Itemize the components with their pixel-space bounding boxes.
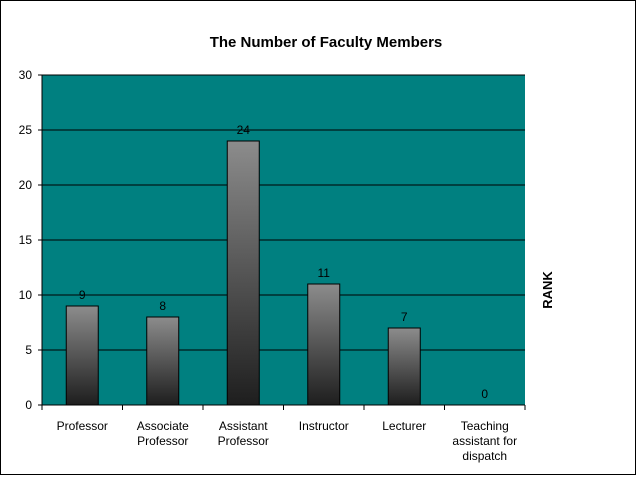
y-tick-label: 20: [19, 178, 33, 192]
y-tick-label: 30: [19, 68, 33, 82]
bar: [387, 327, 421, 406]
category-label: Teaching assistant for dispatch: [452, 419, 517, 463]
category-label: Lecturer: [382, 419, 426, 433]
category-label: Assistant Professor: [218, 419, 269, 448]
chart-title: The Number of Faculty Members: [210, 34, 443, 51]
y-tick-label: 0: [25, 398, 32, 412]
data-label: 8: [159, 299, 166, 313]
y-tick-label: 10: [19, 288, 33, 302]
bar: [146, 316, 180, 406]
data-label: 7: [401, 310, 408, 324]
data-label: 9: [79, 288, 86, 302]
bar: [226, 140, 260, 406]
y-tick-label: 5: [25, 343, 32, 357]
data-label: 24: [237, 123, 251, 137]
data-label: 0: [481, 387, 488, 401]
bar: [307, 283, 341, 406]
category-label: Instructor: [299, 419, 349, 433]
bar: [65, 305, 99, 406]
data-label: 11: [318, 266, 331, 280]
category-label: Professor: [57, 419, 108, 433]
side-label-rank: RANK: [540, 271, 555, 309]
category-label: Associate Professor: [137, 419, 189, 448]
y-tick-label: 25: [19, 123, 33, 137]
y-tick-label: 15: [19, 233, 33, 247]
